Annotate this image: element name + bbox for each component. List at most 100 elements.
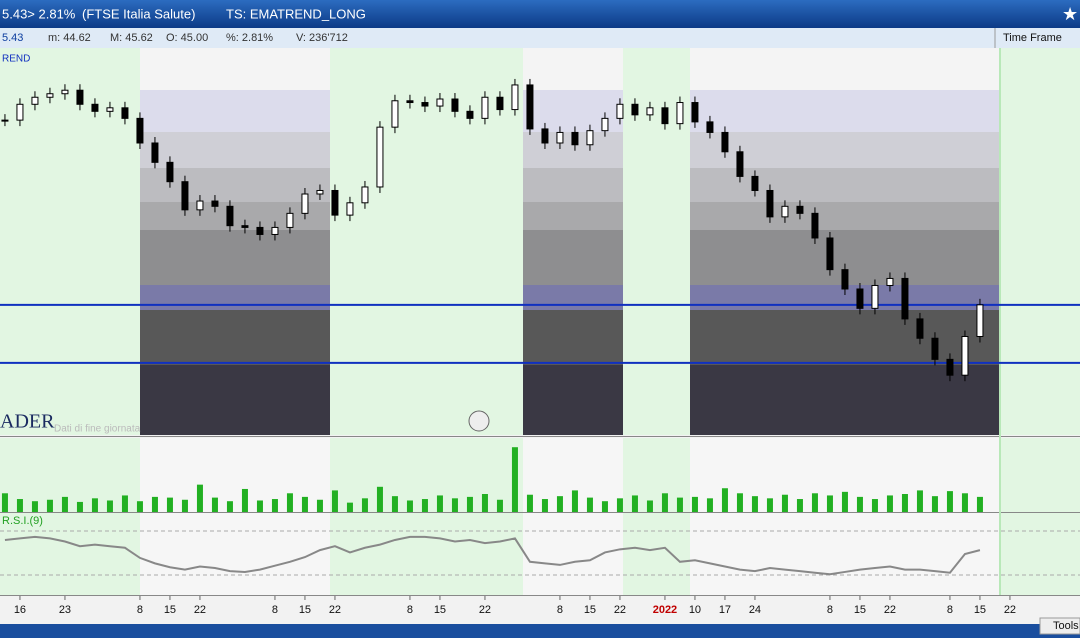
volume-bar xyxy=(871,499,878,512)
volume-bar xyxy=(136,501,143,512)
candle xyxy=(946,358,954,376)
candle xyxy=(616,103,624,119)
x-tick-label: 8 xyxy=(407,604,413,616)
volume-bar xyxy=(616,498,623,512)
tag-button[interactable] xyxy=(468,410,490,432)
volume-bar xyxy=(946,491,953,512)
candle xyxy=(931,337,939,360)
band xyxy=(0,90,1080,132)
x-tick-label: 22 xyxy=(884,604,896,616)
green-zone xyxy=(1000,438,1080,595)
candle xyxy=(736,151,744,177)
candle xyxy=(466,110,474,119)
x-tick-label: 15 xyxy=(299,604,311,616)
volume-bar xyxy=(106,500,113,512)
volume-bar xyxy=(331,490,338,512)
info-bar xyxy=(0,28,1080,48)
candle xyxy=(421,102,429,107)
volume-bar xyxy=(226,501,233,512)
green-zone xyxy=(623,438,690,595)
candle xyxy=(571,131,579,146)
bands xyxy=(0,48,1080,596)
x-tick-label: 15 xyxy=(164,604,176,616)
candle xyxy=(451,98,459,112)
candle xyxy=(976,304,984,337)
volume-bar xyxy=(436,495,443,512)
candle xyxy=(196,200,204,211)
candle xyxy=(76,89,84,105)
volume-bar xyxy=(121,495,128,512)
volume-bar xyxy=(481,494,488,512)
study-label: REND xyxy=(2,54,30,65)
info-change: %: 2.81% xyxy=(226,32,273,44)
volume-bar xyxy=(601,501,608,512)
candle xyxy=(796,205,804,214)
volume-bar xyxy=(721,488,728,512)
rsi-line xyxy=(4,535,981,576)
x-tick-label: 8 xyxy=(137,604,143,616)
candle xyxy=(151,142,159,163)
volume-bar xyxy=(646,500,653,512)
volume-bar xyxy=(901,494,908,512)
volume-bar xyxy=(751,496,758,512)
candle xyxy=(226,205,234,227)
candle xyxy=(871,284,879,309)
x-tick-label: 23 xyxy=(59,604,71,616)
green-zone xyxy=(0,438,140,595)
x-tick-label: 22 xyxy=(329,604,341,616)
volume-bar xyxy=(841,491,848,512)
candle xyxy=(766,189,774,218)
instrument: (FTSE Italia Salute) xyxy=(82,6,195,21)
candle xyxy=(706,121,714,133)
info-open: O: 45.00 xyxy=(166,32,208,44)
candle xyxy=(886,277,894,286)
tools[interactable]: Tools xyxy=(1053,620,1079,632)
x-tick-label: 22 xyxy=(614,604,626,616)
volume-bar xyxy=(976,496,983,512)
candle xyxy=(106,107,114,112)
band xyxy=(0,285,1080,310)
lower-panels xyxy=(0,438,1080,595)
candle xyxy=(691,102,699,123)
volume-bar xyxy=(196,484,203,512)
x-tick-label: 17 xyxy=(719,604,731,616)
volume-bar xyxy=(181,499,188,512)
volume-bar xyxy=(286,493,293,512)
volume-bar xyxy=(766,498,773,512)
x-tick-label: 8 xyxy=(272,604,278,616)
tools-button[interactable] xyxy=(1039,617,1080,635)
volume-bar xyxy=(166,497,173,512)
candle xyxy=(646,107,654,116)
candle xyxy=(256,226,264,235)
candle xyxy=(1,119,9,122)
volume-bar xyxy=(271,499,278,512)
candle xyxy=(166,161,174,183)
candle xyxy=(511,84,519,111)
x-tick-label: 8 xyxy=(557,604,563,616)
info-max: M: 45.62 xyxy=(110,32,153,44)
volume-bar xyxy=(736,493,743,512)
band xyxy=(0,168,1080,202)
volume-bar xyxy=(211,497,218,512)
time-frame[interactable]: Time Frame xyxy=(1003,32,1062,44)
volume-bar xyxy=(706,498,713,512)
candle xyxy=(841,269,849,290)
candle xyxy=(916,318,924,339)
green-zone xyxy=(330,48,523,435)
star-icon[interactable]: ★ xyxy=(1062,4,1078,24)
candle xyxy=(631,103,639,116)
volume-bar xyxy=(631,495,638,512)
candle xyxy=(361,186,369,204)
volume-bar xyxy=(91,498,98,512)
volume-bar xyxy=(826,495,833,512)
x-tick-label: 22 xyxy=(479,604,491,616)
candle xyxy=(481,96,489,119)
candle xyxy=(826,237,834,271)
candle xyxy=(136,117,144,144)
x-tick-label: 24 xyxy=(749,604,761,616)
watermark: ADER xyxy=(0,411,55,433)
candle xyxy=(751,175,759,191)
quote: 5.43> 2.81% xyxy=(2,6,76,21)
volume-bar xyxy=(676,497,683,512)
